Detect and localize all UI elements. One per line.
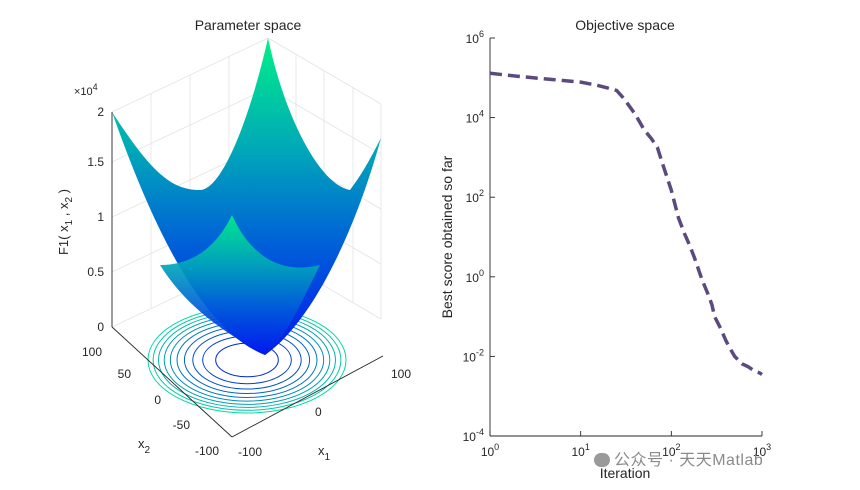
surface-title: Parameter space [195, 17, 302, 33]
z-axis-label: F1( x1 , x2 ) [56, 189, 75, 255]
x-tick-label: 102 [662, 442, 680, 459]
x-tick-label: 101 [571, 442, 589, 459]
y-axis-label: Best score obtained so far [439, 155, 455, 318]
surface-plot: Parameter space [56, 17, 411, 463]
surface-axes [111, 112, 384, 438]
y-tick-label: 106 [466, 29, 484, 46]
y-tick-label: 104 [466, 109, 484, 126]
watermark: 公众号 · 天天Matlab [594, 446, 763, 470]
convergence-line [489, 71, 764, 376]
wechat-icon [594, 453, 610, 467]
z-exponent-label: ×104 [74, 82, 98, 98]
x2-tick-label: 0 [154, 393, 161, 407]
x2-tick-label: -100 [195, 444, 219, 458]
z-tick-label: 1.5 [87, 155, 104, 169]
x2-tick-label: -50 [173, 418, 191, 432]
y-tick-label: 10-2 [463, 347, 484, 364]
y-tick-label: 100 [466, 268, 484, 285]
x-axis-label: Iteration [600, 465, 651, 481]
x2-tick-label: 50 [118, 367, 132, 381]
x1-ticks: -100 0 100 [238, 367, 411, 459]
surface-front-fold [160, 215, 320, 355]
x1-tick-label: 100 [391, 367, 411, 381]
x2-axis-label: x2 [138, 436, 151, 456]
z-tick-label: 2 [97, 105, 104, 119]
x1-tick-label: 0 [315, 405, 322, 419]
watermark-text: 公众号 · 天天Matlab [614, 452, 764, 469]
x1-tick-label: -100 [238, 445, 262, 459]
z-ticks: 0 0.5 1 1.5 2 [87, 105, 104, 334]
z-tick-label: 0.5 [87, 265, 104, 279]
x2-ticks: 100 50 0 -50 -100 [82, 345, 219, 458]
z-tick-label: 1 [97, 210, 104, 224]
plot-area [490, 38, 762, 436]
x-tick-label: 100 [481, 442, 499, 459]
x2-axis-line [111, 326, 233, 438]
convergence-plot: Objective space 106 104 102 100 10-2 10-4 100… [439, 17, 771, 481]
x1-axis-line [231, 355, 384, 438]
y-ticks: 106 104 102 100 10-2 10-4 [463, 29, 495, 444]
x2-tick-label: 100 [82, 345, 102, 359]
x1-axis-label: x1 [318, 443, 331, 463]
y-tick-label: 10-4 [463, 427, 484, 444]
y-tick-label: 102 [466, 188, 484, 205]
objective-title: Objective space [575, 17, 675, 33]
z-tick-label: 0 [97, 320, 104, 334]
x-tick-label: 103 [753, 442, 771, 459]
x-ticks: 100 101 102 103 [481, 431, 771, 459]
